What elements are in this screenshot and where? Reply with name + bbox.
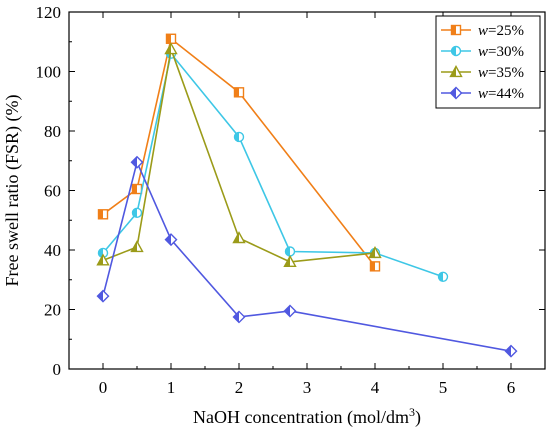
- x-tick-label: 0: [99, 378, 108, 397]
- legend-item: w=44%: [441, 86, 524, 102]
- data-point-fill: [165, 234, 171, 246]
- data-point-fill: [284, 256, 290, 267]
- data-point-fill: [166, 34, 171, 44]
- data-point-fill: [233, 232, 239, 243]
- data-point-fill: [450, 87, 456, 99]
- data-point-fill: [131, 241, 137, 252]
- data-point-fill: [284, 305, 290, 317]
- legend-item: w=30%: [441, 44, 524, 60]
- series-0: [97, 33, 381, 272]
- legend-label: w=25%: [478, 23, 524, 39]
- data-point-fill: [97, 254, 103, 265]
- x-tick-label: 3: [303, 378, 312, 397]
- data-point-fill: [451, 25, 456, 35]
- data-point-fill: [234, 132, 239, 142]
- data-point-fill: [233, 311, 239, 323]
- y-tick-label: 0: [53, 360, 62, 379]
- data-point-fill: [451, 46, 456, 56]
- data-point-fill: [131, 156, 137, 168]
- data-point-fill: [369, 247, 375, 258]
- series-2: [96, 42, 382, 267]
- data-point-fill: [438, 272, 443, 282]
- x-tick-label: 6: [507, 378, 516, 397]
- data-point-fill: [132, 208, 137, 218]
- data-point-fill: [98, 209, 103, 219]
- x-tick-label: 5: [439, 378, 448, 397]
- data-point-fill: [505, 345, 511, 357]
- x-axis-title: NaOH concentration (mol/dm3): [193, 405, 421, 428]
- legend-label: w=44%: [478, 86, 524, 102]
- data-point-fill: [132, 184, 137, 194]
- data-point-fill: [370, 261, 375, 271]
- series-3: [96, 155, 518, 358]
- series-layer: [96, 33, 518, 358]
- legend-item: w=25%: [441, 23, 524, 39]
- legend: w=25% w=30% w=35% w=44%: [435, 15, 541, 109]
- y-axis-title: Free swell ratio (FSR) (%): [2, 95, 23, 287]
- data-point-fill: [98, 248, 103, 258]
- series-line: [102, 51, 444, 278]
- series-line: [102, 46, 376, 263]
- y-tick-label: 100: [36, 63, 62, 82]
- y-tick-label: 20: [44, 301, 61, 320]
- legend-item: w=35%: [441, 65, 524, 81]
- data-point-fill: [450, 66, 456, 77]
- x-tick-label: 1: [167, 378, 176, 397]
- legend-label: w=30%: [478, 44, 524, 60]
- y-tick-label: 40: [44, 241, 61, 260]
- series-line: [102, 159, 512, 352]
- data-point-fill: [97, 290, 103, 302]
- legend-label: w=35%: [478, 65, 524, 81]
- data-point-fill: [285, 246, 290, 256]
- y-tick-label: 60: [44, 182, 61, 201]
- data-point-fill: [234, 87, 239, 97]
- y-tick-label: 80: [44, 122, 61, 141]
- x-tick-label: 4: [371, 378, 380, 397]
- data-point-fill: [165, 43, 171, 54]
- x-tick-label: 2: [235, 378, 244, 397]
- y-tick-label: 120: [36, 3, 62, 22]
